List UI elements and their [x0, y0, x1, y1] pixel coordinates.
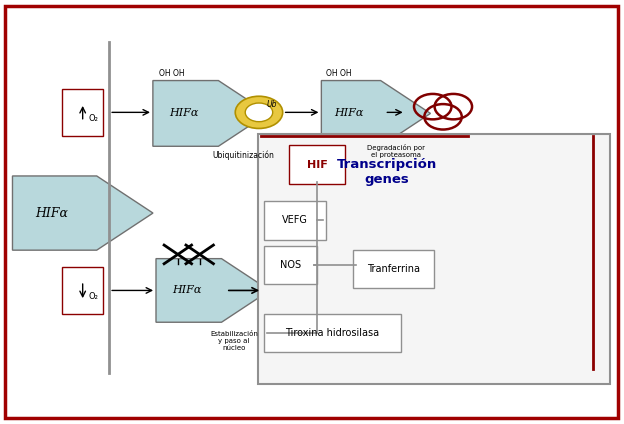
Text: Degradación por
el proteasoma: Degradación por el proteasoma	[368, 144, 425, 158]
Polygon shape	[156, 259, 270, 322]
Text: VEFG: VEFG	[282, 215, 308, 226]
Text: Tiroxina hidrosilasa: Tiroxina hidrosilasa	[286, 328, 379, 338]
Text: OH OH: OH OH	[326, 70, 352, 78]
FancyBboxPatch shape	[264, 246, 317, 284]
FancyBboxPatch shape	[5, 6, 618, 418]
Polygon shape	[321, 81, 431, 146]
FancyBboxPatch shape	[353, 250, 434, 288]
Polygon shape	[153, 81, 268, 146]
Circle shape	[235, 96, 283, 128]
Text: HIFα: HIFα	[334, 109, 364, 118]
Text: HIFα: HIFα	[169, 109, 198, 118]
FancyBboxPatch shape	[62, 89, 103, 136]
Polygon shape	[12, 176, 153, 250]
Text: O₂: O₂	[89, 114, 99, 123]
FancyBboxPatch shape	[289, 145, 345, 184]
Text: O₂: O₂	[89, 292, 99, 301]
Text: Tranferrina: Tranferrina	[367, 264, 419, 274]
Text: Transcripción
genes: Transcripción genes	[337, 158, 437, 186]
FancyBboxPatch shape	[264, 201, 326, 240]
Text: HIFα: HIFα	[36, 206, 69, 220]
Text: NOS: NOS	[280, 260, 301, 270]
Text: HIF: HIF	[306, 160, 328, 170]
Text: Ub: Ub	[266, 100, 276, 109]
Text: Ubiquitinización: Ubiquitinización	[212, 150, 275, 159]
FancyBboxPatch shape	[62, 267, 103, 314]
Text: Estabilización
y paso al
núcleo: Estabilización y paso al núcleo	[210, 331, 258, 351]
Text: OH OH: OH OH	[158, 70, 185, 78]
Circle shape	[245, 103, 273, 122]
FancyBboxPatch shape	[264, 314, 401, 352]
FancyBboxPatch shape	[258, 134, 610, 384]
Text: HIFα: HIFα	[172, 285, 202, 296]
